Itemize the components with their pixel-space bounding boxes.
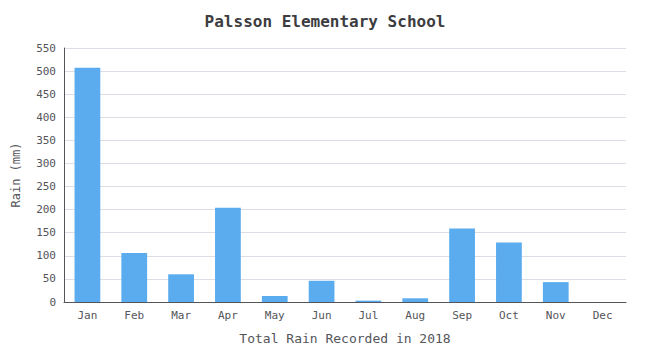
svg-text:Oct: Oct xyxy=(499,309,519,322)
svg-text:Apr: Apr xyxy=(218,309,238,322)
svg-text:0: 0 xyxy=(49,296,56,309)
svg-text:Total Rain Recorded in 2018: Total Rain Recorded in 2018 xyxy=(239,331,450,346)
svg-text:150: 150 xyxy=(36,226,56,239)
svg-text:Jan: Jan xyxy=(77,309,97,322)
svg-text:400: 400 xyxy=(36,111,56,124)
svg-text:50: 50 xyxy=(43,272,56,285)
svg-text:350: 350 xyxy=(36,134,56,147)
svg-text:Aug: Aug xyxy=(405,309,425,322)
svg-text:100: 100 xyxy=(36,249,56,262)
svg-text:Feb: Feb xyxy=(124,309,144,322)
svg-text:May: May xyxy=(265,309,285,322)
svg-text:450: 450 xyxy=(36,88,56,101)
svg-text:Rain (mm): Rain (mm) xyxy=(9,142,23,207)
svg-text:Jun: Jun xyxy=(312,309,332,322)
svg-text:Mar: Mar xyxy=(171,309,191,322)
svg-text:250: 250 xyxy=(36,180,56,193)
svg-text:200: 200 xyxy=(36,203,56,216)
svg-text:Palsson Elementary School: Palsson Elementary School xyxy=(205,12,446,31)
svg-text:550: 550 xyxy=(36,42,56,55)
svg-text:300: 300 xyxy=(36,157,56,170)
svg-text:500: 500 xyxy=(36,65,56,78)
svg-text:Dec: Dec xyxy=(593,309,613,322)
svg-text:Nov: Nov xyxy=(546,309,566,322)
svg-text:Sep: Sep xyxy=(452,309,472,322)
svg-text:Jul: Jul xyxy=(358,309,378,322)
